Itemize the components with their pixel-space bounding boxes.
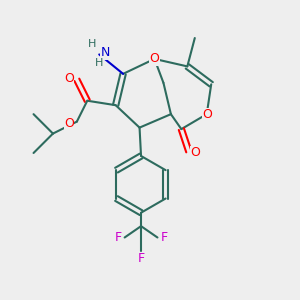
Text: N: N <box>100 46 110 59</box>
Text: O: O <box>64 117 74 130</box>
Text: F: F <box>115 231 122 244</box>
Text: O: O <box>64 72 74 85</box>
Text: H: H <box>95 58 103 68</box>
Text: F: F <box>160 231 168 244</box>
Text: O: O <box>202 108 212 121</box>
Text: F: F <box>137 253 145 266</box>
Text: O: O <box>149 52 159 65</box>
Text: O: O <box>190 146 200 160</box>
Text: H: H <box>88 39 96 49</box>
